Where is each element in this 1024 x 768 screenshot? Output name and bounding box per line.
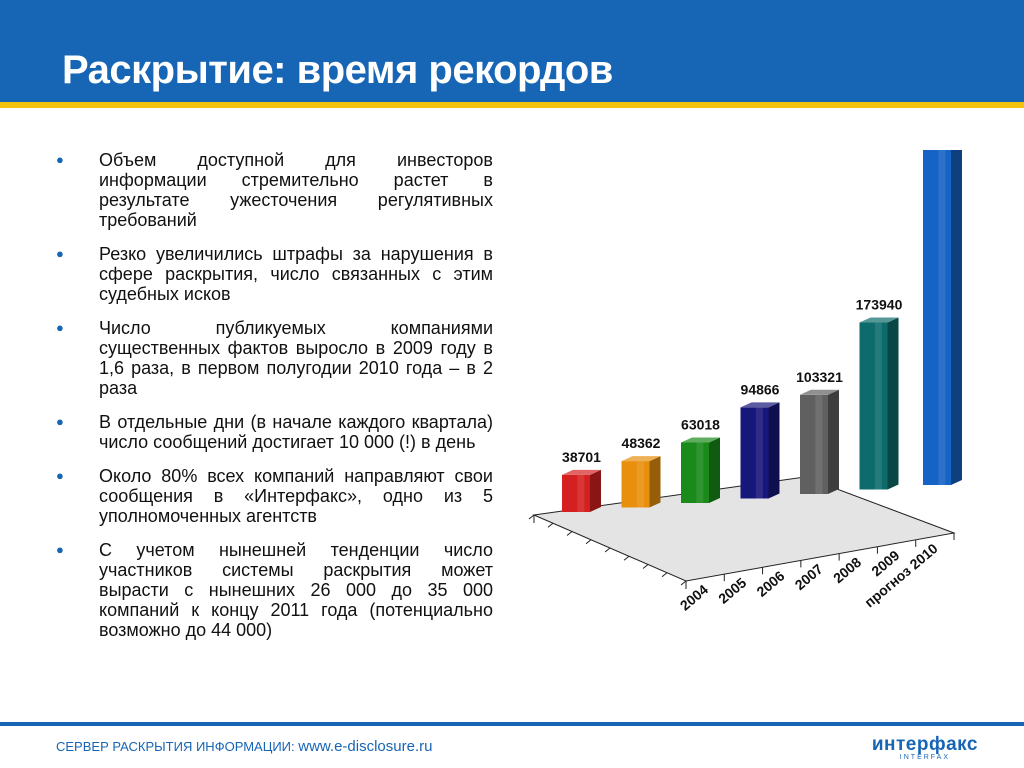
axis-tick bbox=[623, 555, 630, 561]
bar-front bbox=[800, 394, 828, 494]
logo-subtext: INTERFAX bbox=[899, 754, 951, 761]
category-label: 2007 bbox=[792, 561, 826, 593]
category-label: 2004 bbox=[677, 581, 711, 613]
bar-gloss bbox=[577, 474, 585, 512]
value-label: 103321 bbox=[796, 369, 843, 385]
bar-gloss bbox=[874, 322, 882, 490]
axis-tick bbox=[661, 572, 668, 578]
bar-top bbox=[681, 437, 720, 443]
bar-top bbox=[859, 317, 899, 323]
bar-front bbox=[740, 407, 769, 499]
bar-side bbox=[649, 456, 661, 508]
category-label: 2008 bbox=[830, 554, 864, 586]
value-label: 48362 bbox=[622, 435, 661, 451]
bar-top bbox=[562, 469, 601, 475]
header-accent-stripe bbox=[0, 102, 1024, 108]
bullet-list: Объем доступной для инвесторов информаци… bbox=[56, 150, 493, 654]
interfax-logo: интерфакс INTERFAX bbox=[872, 734, 978, 761]
bar-top bbox=[800, 389, 839, 395]
bullet-item: Объем доступной для инвесторов информаци… bbox=[56, 150, 493, 230]
axis-tick bbox=[528, 514, 535, 520]
footer-link[interactable]: www.e-disclosure.ru bbox=[298, 738, 433, 755]
bar-side bbox=[951, 150, 962, 485]
axis-tick bbox=[680, 580, 687, 586]
category-label: 2006 bbox=[753, 567, 787, 599]
bar-front bbox=[621, 461, 650, 508]
bullet-item: Около 80% всех компаний направляют свои … bbox=[56, 466, 493, 526]
bar-side bbox=[828, 389, 839, 494]
value-label: 94866 bbox=[741, 381, 780, 397]
bullet-item: В отдельные дни (в начале каждого кварта… bbox=[56, 412, 493, 452]
axis-tick bbox=[566, 531, 573, 536]
bar-side bbox=[709, 437, 720, 503]
bar-gloss bbox=[938, 150, 946, 485]
bar-front bbox=[859, 322, 888, 490]
bar-gloss bbox=[636, 461, 644, 508]
value-label: 173940 bbox=[856, 297, 903, 313]
bar-gloss bbox=[815, 394, 823, 494]
footer-stripe bbox=[0, 722, 1024, 726]
value-label: 38701 bbox=[562, 449, 601, 465]
page-title: Раскрытие: время рекордов bbox=[62, 48, 613, 92]
footer-caption: СЕРВЕР РАСКРЫТИЯ ИНФОРМАЦИИ: www.e-discl… bbox=[56, 738, 432, 755]
bullet-item: Число публикуемых компаниями существенны… bbox=[56, 318, 493, 398]
axis-tick bbox=[642, 564, 649, 569]
bar-side bbox=[887, 317, 899, 490]
bar-chart-3d: 3870148362630189486610332117394035000020… bbox=[528, 150, 962, 614]
axis-tick bbox=[585, 539, 592, 545]
bar-gloss bbox=[696, 442, 704, 503]
bullet-item: Резко увеличились штрафы за нарушения в … bbox=[56, 244, 493, 304]
bar-top bbox=[621, 456, 661, 462]
bar-front bbox=[923, 150, 951, 485]
axis-tick bbox=[604, 547, 611, 553]
category-label: 2005 bbox=[715, 574, 749, 606]
axis-tick bbox=[547, 522, 554, 528]
bar-front bbox=[562, 474, 590, 512]
logo-text: интерфакс bbox=[871, 734, 978, 755]
header-bar bbox=[0, 0, 1024, 102]
bar-front bbox=[681, 442, 709, 503]
bullet-item: С учетом нынешней тенденции число участн… bbox=[56, 540, 493, 640]
category-label: прогноз 2010 bbox=[861, 540, 941, 610]
bar-top bbox=[740, 402, 780, 408]
bar-side bbox=[768, 402, 780, 499]
bar-gloss bbox=[755, 407, 763, 499]
bar-side bbox=[590, 469, 601, 512]
value-label: 63018 bbox=[681, 417, 720, 433]
footer-label: СЕРВЕР РАСКРЫТИЯ ИНФОРМАЦИИ: bbox=[56, 739, 299, 754]
